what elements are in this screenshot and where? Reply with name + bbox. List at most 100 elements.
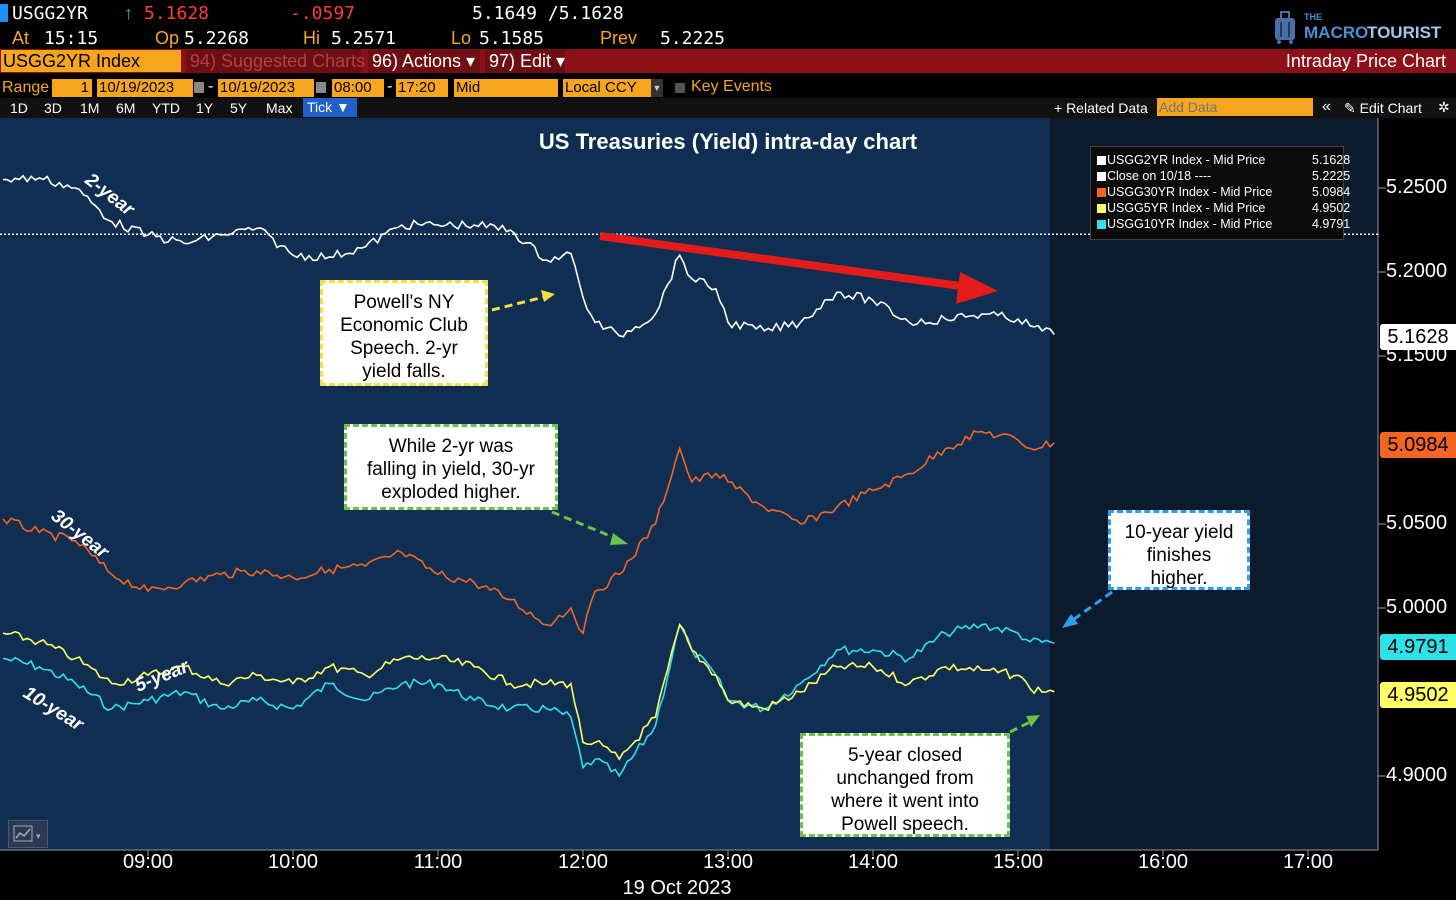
time-to-field[interactable]: 17:20: [396, 79, 448, 97]
time-dash: -: [387, 78, 393, 95]
low-label: Lo: [451, 28, 472, 48]
annotation-powell-line2: Economic Club: [340, 315, 468, 336]
period-button-1y[interactable]: 1Y: [196, 100, 214, 116]
at-label: At: [12, 28, 30, 48]
y-tick-label: 5.2500: [1386, 176, 1448, 198]
annotation-30yr-line1: While 2-yr was: [388, 436, 514, 457]
annotation-arrowhead-powell: [541, 290, 555, 302]
actions-button[interactable]: 96) Actions ▾: [368, 49, 480, 73]
chevron-down-icon[interactable]: ▼: [651, 79, 663, 97]
legend-text-10yr: USGG10YR Index - Mid Price: [1107, 217, 1273, 231]
prev-value: 5.2225: [660, 28, 726, 49]
annotation-30yr-line3: exploded higher.: [381, 482, 521, 503]
annotation-5yr-line3: where it went into: [831, 791, 979, 812]
add-data-input[interactable]: [1157, 98, 1313, 116]
period-button-3d[interactable]: 3D: [44, 100, 62, 116]
annotation-10yr-line2: finishes: [1146, 545, 1212, 566]
function-toolbar: USGG2YR Index 94) Suggested Charts 96) A…: [0, 49, 1456, 73]
period-bar: 1D 3D 1M 6M YTD 1Y 5Y Max Tick ▼ + Related Data…: [0, 98, 1456, 118]
legend-text-30yr: USGG30YR Index - Mid Price: [1107, 185, 1273, 199]
x-tick-label: 11:00: [413, 851, 463, 873]
annotation-30yr: While 2-yr was falling in yield, 30-yr e…: [344, 424, 558, 510]
ticker-marker: [0, 4, 8, 22]
annotation-5yr-line1: 5-year closed: [847, 745, 963, 766]
calendar-icon-2[interactable]: [316, 82, 326, 93]
annotation-arrow-powell: [491, 294, 549, 312]
range-count-field[interactable]: 1: [52, 79, 92, 97]
period-button-6m[interactable]: 6M: [116, 100, 136, 116]
x-tick-label: 10:00: [267, 851, 319, 873]
x-axis-title: 19 Oct 2023: [623, 877, 732, 899]
annotation-arrow-10yr: [1069, 590, 1113, 624]
series-line-10-year: [2, 622, 1055, 778]
edit-chart-button[interactable]: ✎ Edit Chart: [1344, 100, 1422, 116]
collapse-icon[interactable]: «: [1322, 98, 1331, 115]
x-tick-label: 14:00: [847, 851, 899, 873]
currency-select[interactable]: Local CCY: [563, 79, 651, 97]
up-arrow-icon: ↑: [124, 3, 133, 23]
annotation-arrowhead-10yr: [1062, 614, 1078, 628]
annotation-powell-line3: Speech. 2-yr: [350, 338, 458, 359]
legend-swatch-5yr: [1097, 204, 1106, 213]
svg-text:▾: ▾: [36, 831, 41, 841]
period-button-5y[interactable]: 5Y: [230, 100, 248, 116]
y-tick-label: 5.2000: [1386, 260, 1448, 282]
legend-swatch-10yr: [1097, 220, 1106, 229]
annotation-10yr-line1: 10-year yield: [1124, 522, 1234, 543]
period-button-1d[interactable]: 1D: [10, 100, 28, 116]
key-events-checkbox[interactable]: [675, 83, 685, 93]
logo-tourist: TOURIST: [1367, 23, 1442, 42]
legend-item-30yr: USGG30YR Index - Mid Price 5.0984: [1097, 185, 1350, 199]
annotation-arrowhead-30yr: [610, 533, 628, 545]
series-line-5-year: [2, 623, 1055, 761]
period-button-1m[interactable]: 1M: [80, 100, 100, 116]
date-to-field[interactable]: 10/19/2023: [218, 79, 314, 97]
annotation-powell-line1: Powell's NY: [353, 292, 455, 313]
chart-type-icon[interactable]: ▾: [8, 820, 48, 848]
tick-button[interactable]: Tick ▼: [303, 98, 357, 117]
at-time: 15:15: [44, 28, 99, 49]
series-line-30-year: [2, 430, 1055, 635]
legend-value-2yr: 5.1628: [1312, 153, 1351, 167]
x-tick-label: 13:00: [702, 851, 754, 873]
downtrend-arrowhead: [956, 272, 998, 304]
annotation-powell: Powell's NY Economic Club Speech. 2-yr y…: [320, 280, 488, 386]
legend-text-close: Close on 10/18 ----: [1107, 169, 1212, 183]
key-events-label: Key Events: [691, 78, 772, 95]
legend-item-5yr: USGG5YR Index - Mid Price 4.9502: [1097, 201, 1350, 215]
last-price: 5.1628: [144, 3, 210, 24]
chart-legend: USGG2YR Index - Mid Price 5.1628 Close o…: [1090, 146, 1350, 240]
settings-icon[interactable]: ✲: [1438, 99, 1450, 115]
legend-item-2yr: USGG2YR Index - Mid Price 5.1628: [1097, 153, 1350, 167]
high-label: Hi: [303, 28, 320, 48]
period-button-max[interactable]: Max: [266, 100, 293, 116]
suggested-charts-button[interactable]: 94) Suggested Charts: [186, 49, 365, 73]
x-tick-label: 16:00: [1137, 851, 1189, 873]
intraday-chart: 2-year 30-year 5-year 10-year US Treasur…: [0, 118, 1456, 900]
security-field[interactable]: USGG2YR Index: [1, 50, 181, 72]
page-title: Intraday Price Chart: [1285, 51, 1446, 71]
price-type-select[interactable]: Mid: [454, 79, 558, 97]
x-tick-label: 17:00: [1282, 851, 1334, 873]
stats-bar: At 15:15 Op 5.2268 Hi 5.2571 Lo 5.1585 P…: [0, 26, 1456, 49]
last-tag-5yr: 4.9502: [1380, 682, 1456, 708]
chart-title: US Treasuries (Yield) intra-day chart: [539, 129, 918, 154]
related-data-button[interactable]: + Related Data: [1054, 100, 1148, 116]
time-from-field[interactable]: 08:00: [332, 79, 384, 97]
net-change: -.0597: [290, 3, 356, 24]
annotation-5yr-line4: Powell speech.: [841, 814, 969, 835]
annotation-30yr-line2: falling in yield, 30-yr: [367, 459, 535, 480]
legend-value-30yr: 5.0984: [1312, 185, 1351, 199]
open-value: 5.2268: [184, 28, 250, 49]
period-button-ytd[interactable]: YTD: [152, 100, 180, 116]
open-label: Op: [155, 28, 180, 48]
edit-button[interactable]: 97) Edit ▾: [485, 49, 565, 73]
prev-label: Prev: [600, 28, 638, 48]
last-tag-30yr: 5.0984: [1380, 432, 1456, 458]
legend-value-10yr: 4.9791: [1312, 217, 1351, 231]
date-from-field[interactable]: 10/19/2023: [97, 79, 193, 97]
legend-value-close: 5.2225: [1312, 169, 1351, 183]
annotation-5yr-line2: unchanged from: [836, 768, 974, 789]
calendar-icon[interactable]: [194, 82, 204, 93]
last-tag-10yr: 4.9791: [1380, 634, 1456, 660]
